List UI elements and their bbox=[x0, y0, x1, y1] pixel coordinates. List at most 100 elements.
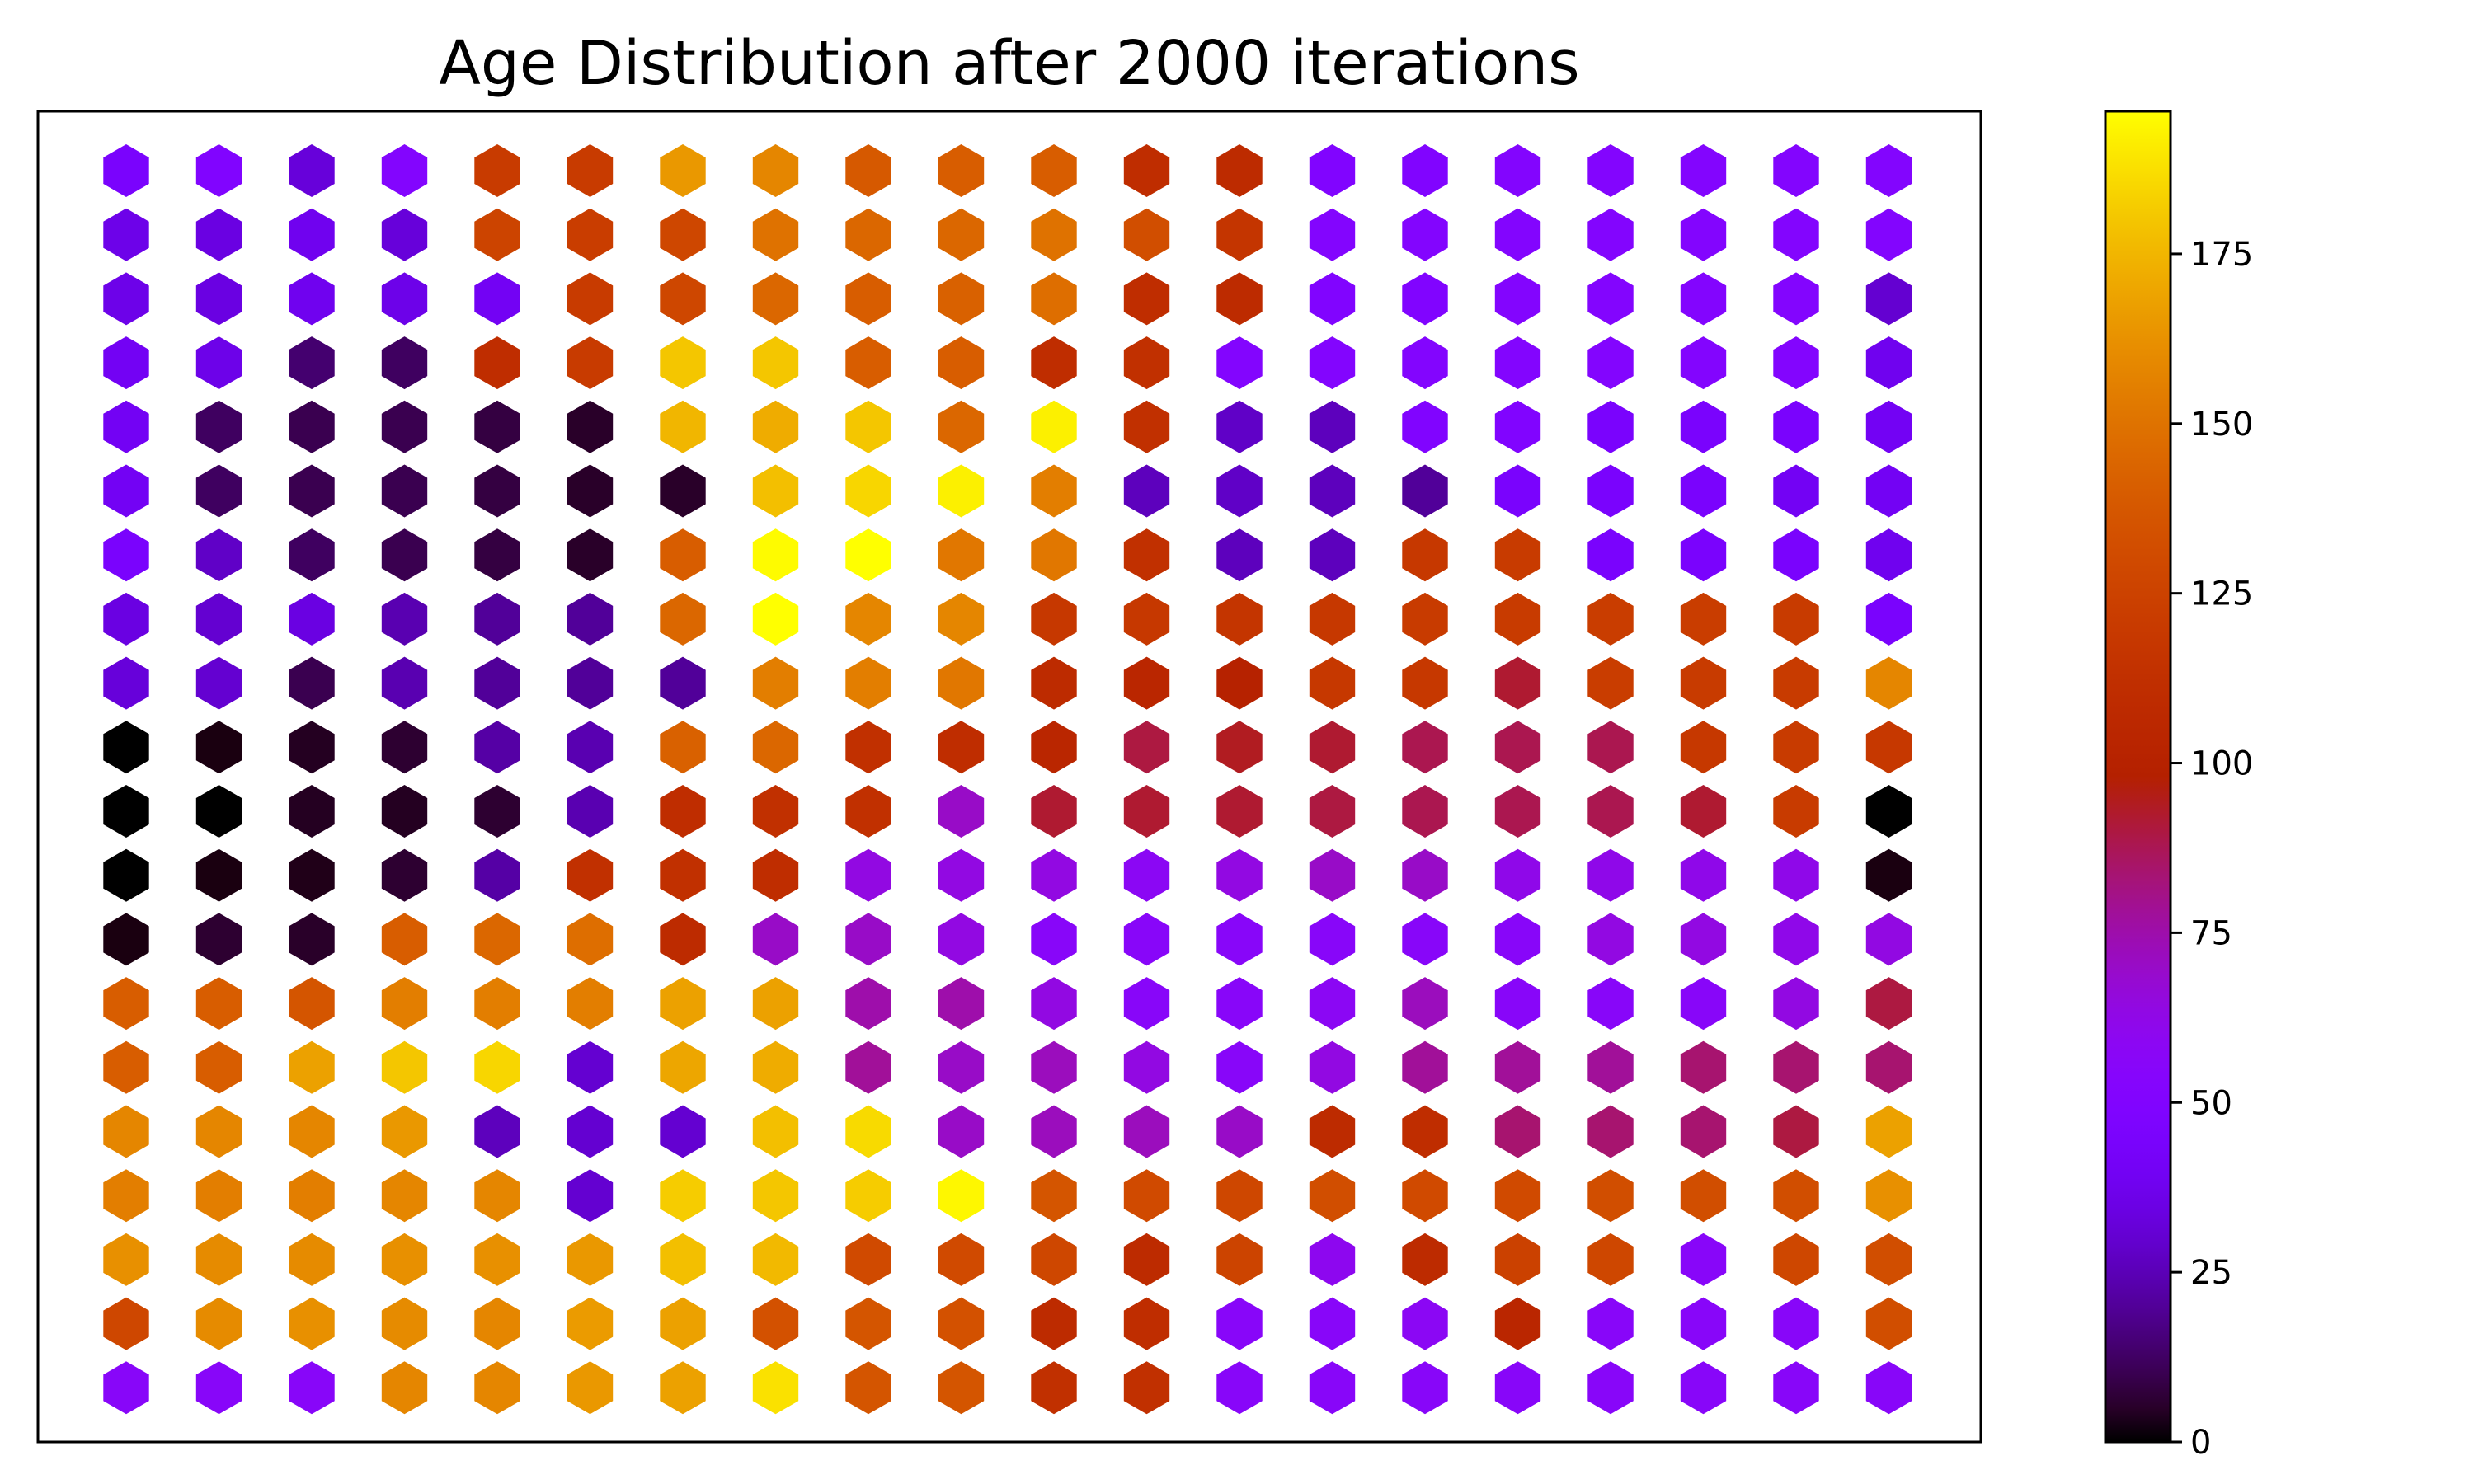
hex-cell bbox=[195, 336, 242, 390]
hex-cell bbox=[938, 400, 985, 453]
hex-cell bbox=[1865, 1361, 1912, 1415]
hex-cell bbox=[1587, 1105, 1634, 1158]
hex-cell bbox=[845, 1233, 891, 1286]
colorbar-tick-label: 0 bbox=[2190, 1424, 2211, 1462]
hex-cell bbox=[1680, 144, 1727, 197]
hex-cell bbox=[1865, 913, 1912, 966]
hex-cell bbox=[103, 1361, 149, 1415]
colorbar-tick-label: 175 bbox=[2190, 236, 2253, 274]
hex-cell bbox=[1309, 977, 1356, 1031]
hex-cell bbox=[381, 1233, 428, 1286]
hex-cell bbox=[381, 913, 428, 966]
hex-cell bbox=[845, 1361, 891, 1415]
hex-cell bbox=[1494, 208, 1541, 261]
hex-cell bbox=[474, 1105, 520, 1158]
hex-cell bbox=[845, 848, 891, 902]
hex-cell bbox=[567, 977, 614, 1031]
hex-cell bbox=[195, 1040, 242, 1094]
hex-cell bbox=[1680, 1105, 1727, 1158]
colorbar-tick-label: 50 bbox=[2190, 1084, 2232, 1122]
hex-cell bbox=[1402, 464, 1448, 518]
hex-cell bbox=[474, 656, 520, 710]
hex-cell bbox=[567, 400, 614, 453]
hex-cell bbox=[1773, 464, 1819, 518]
hex-cell bbox=[1773, 1361, 1819, 1415]
hex-cell bbox=[1680, 785, 1727, 838]
hex-cell bbox=[474, 913, 520, 966]
hex-cell bbox=[1587, 785, 1634, 838]
hex-cell bbox=[1402, 1233, 1448, 1286]
hex-cell bbox=[567, 272, 614, 326]
hex-cell bbox=[1216, 1361, 1263, 1415]
hex-cell bbox=[381, 272, 428, 326]
hex-cell bbox=[1402, 272, 1448, 326]
hex-cell bbox=[1587, 1233, 1634, 1286]
hex-cell bbox=[289, 785, 335, 838]
hex-cell bbox=[103, 913, 149, 966]
hex-cell bbox=[1402, 1361, 1448, 1415]
hex-cell bbox=[938, 848, 985, 902]
hex-cell bbox=[1309, 592, 1356, 646]
hex-cell bbox=[1309, 721, 1356, 774]
hex-cell bbox=[1031, 1105, 1077, 1158]
hex-cell bbox=[660, 400, 706, 453]
hex-cell bbox=[1773, 1169, 1819, 1223]
hex-cell bbox=[1680, 913, 1727, 966]
hex-cell bbox=[1402, 1297, 1448, 1350]
hex-cell bbox=[1123, 1169, 1170, 1223]
hex-cell bbox=[1865, 272, 1912, 326]
hex-cell bbox=[289, 208, 335, 261]
hex-cell bbox=[289, 656, 335, 710]
hex-cell bbox=[474, 208, 520, 261]
hex-cell bbox=[1402, 721, 1448, 774]
hex-cell bbox=[660, 464, 706, 518]
hex-cell bbox=[1865, 977, 1912, 1031]
hex-cell bbox=[474, 1233, 520, 1286]
hex-cell bbox=[1680, 977, 1727, 1031]
hex-cell bbox=[845, 144, 891, 197]
hex-cell bbox=[1587, 1169, 1634, 1223]
hex-cell bbox=[103, 336, 149, 390]
hex-cell bbox=[1773, 592, 1819, 646]
hex-cell bbox=[1402, 1169, 1448, 1223]
hex-cell bbox=[845, 977, 891, 1031]
hex-cell bbox=[474, 1361, 520, 1415]
hex-cell bbox=[1216, 592, 1263, 646]
hex-cell bbox=[1031, 272, 1077, 326]
hex-cell bbox=[752, 1040, 799, 1094]
hex-cell bbox=[1587, 592, 1634, 646]
hex-cell bbox=[195, 208, 242, 261]
hex-cell bbox=[381, 464, 428, 518]
hex-cell bbox=[845, 656, 891, 710]
hex-cell bbox=[1031, 656, 1077, 710]
hex-cell bbox=[1587, 1040, 1634, 1094]
hex-cell bbox=[1309, 785, 1356, 838]
chart-title: Age Distribution after 2000 iterations bbox=[439, 28, 1580, 99]
hex-cell bbox=[1494, 913, 1541, 966]
hex-cell bbox=[1123, 1361, 1170, 1415]
hex-cell bbox=[752, 464, 799, 518]
hex-cell bbox=[1773, 336, 1819, 390]
hex-cell bbox=[752, 336, 799, 390]
hex-cell bbox=[103, 848, 149, 902]
hex-cell bbox=[845, 1169, 891, 1223]
hex-cell bbox=[1865, 592, 1912, 646]
hex-cell bbox=[103, 656, 149, 710]
hex-cell bbox=[1865, 785, 1912, 838]
hex-cell bbox=[938, 144, 985, 197]
hex-cell bbox=[103, 1233, 149, 1286]
hex-cell bbox=[1680, 656, 1727, 710]
hex-cell bbox=[1123, 272, 1170, 326]
hex-cell bbox=[1865, 208, 1912, 261]
hex-cell bbox=[1123, 464, 1170, 518]
hex-cell bbox=[660, 721, 706, 774]
hex-cell bbox=[567, 464, 614, 518]
hex-cell bbox=[103, 400, 149, 453]
hex-cell bbox=[1402, 144, 1448, 197]
hex-cell bbox=[1494, 336, 1541, 390]
hex-cell bbox=[660, 592, 706, 646]
hex-cell bbox=[938, 977, 985, 1031]
hex-cell bbox=[381, 848, 428, 902]
hex-cell bbox=[1216, 848, 1263, 902]
hex-cell bbox=[1494, 528, 1541, 582]
